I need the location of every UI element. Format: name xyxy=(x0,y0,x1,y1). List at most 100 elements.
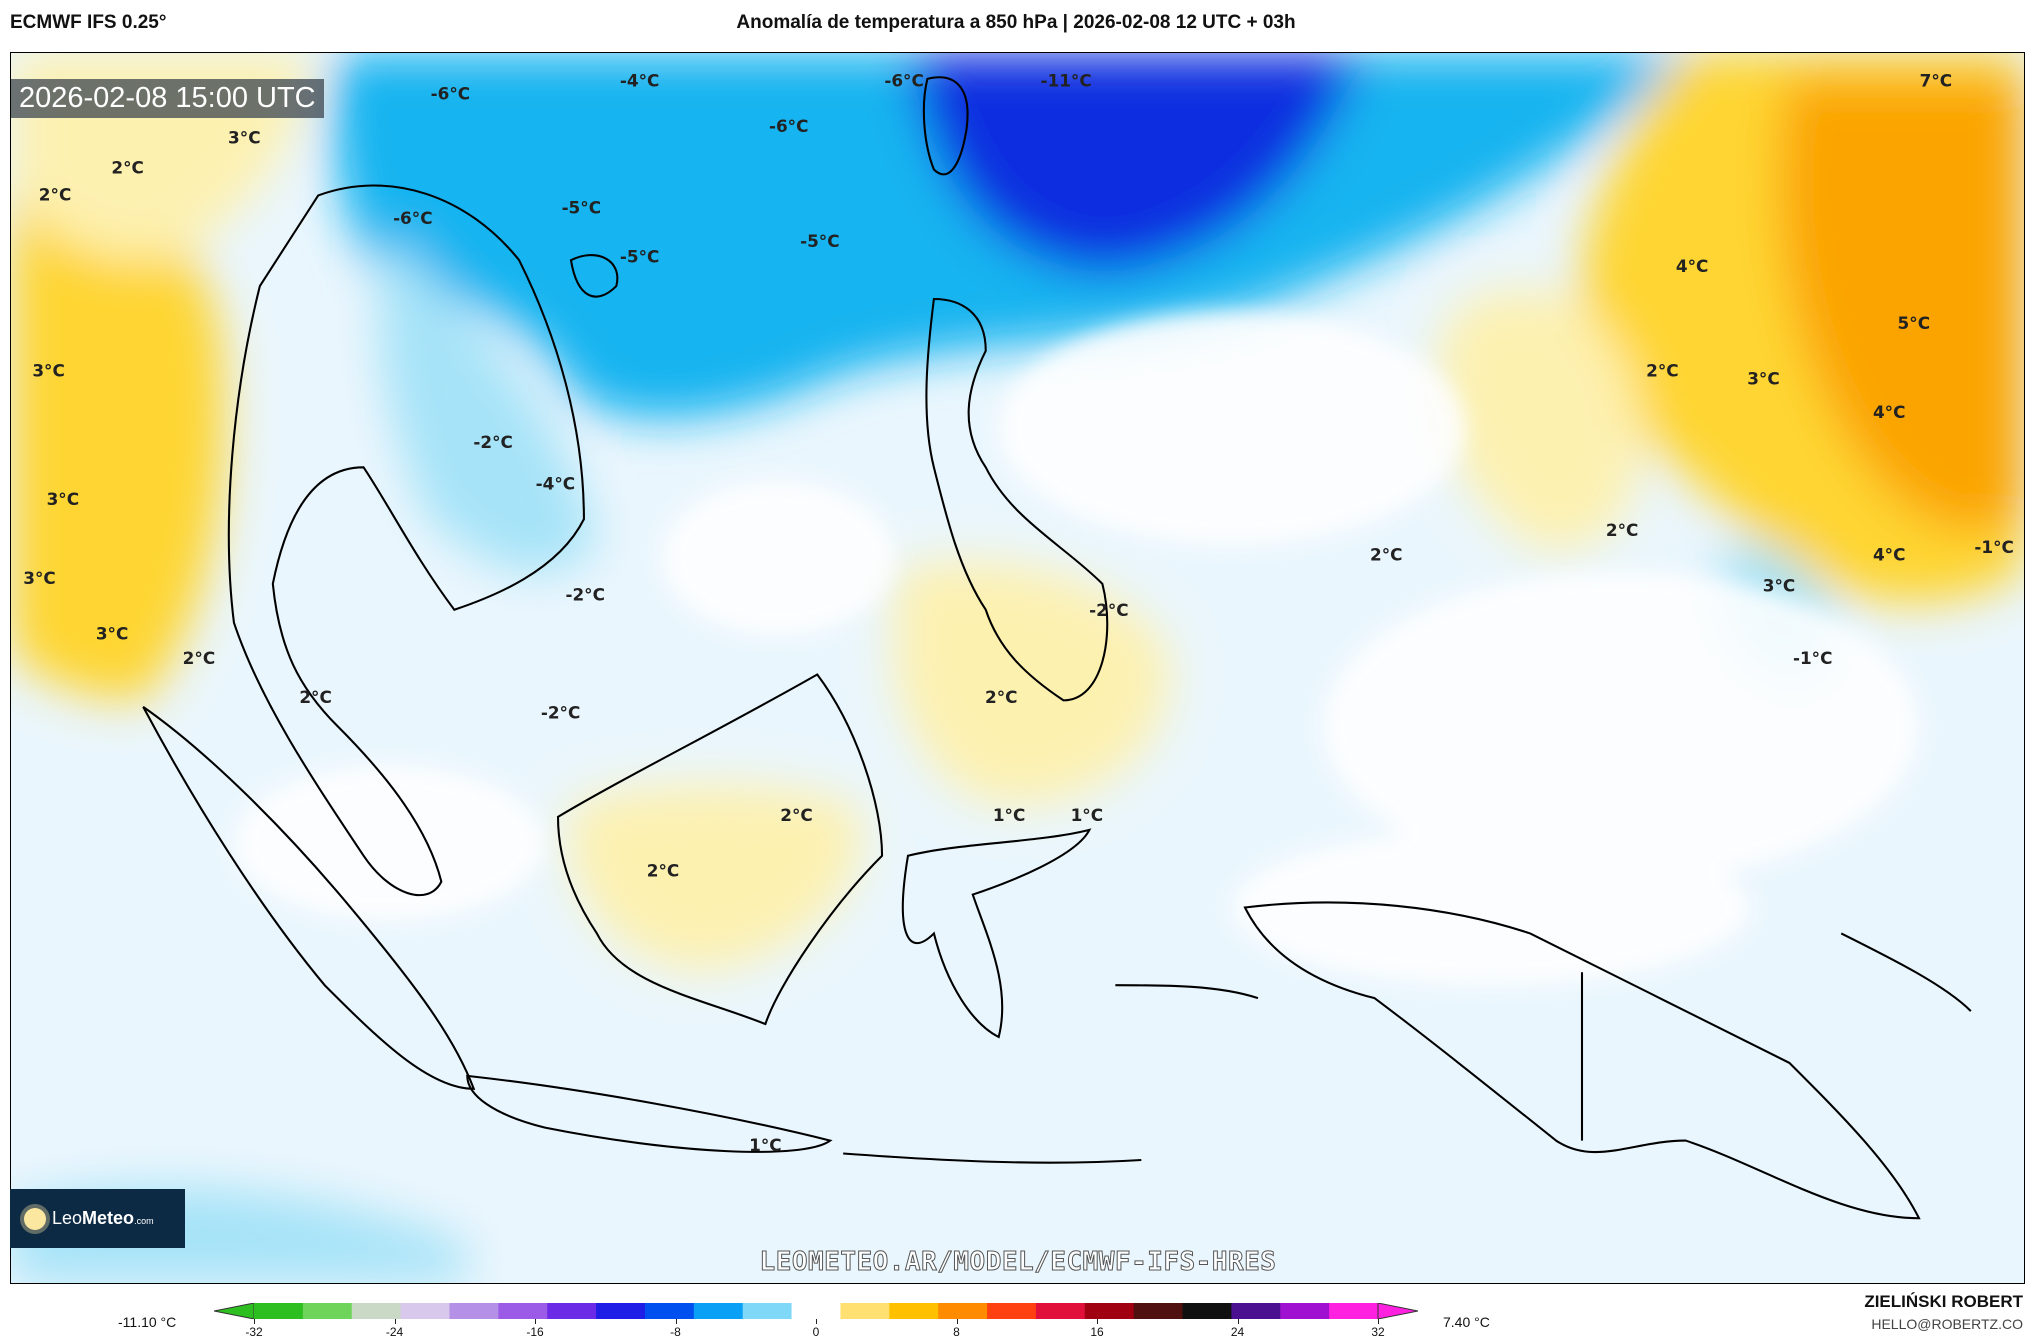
contour-label: 2°C xyxy=(111,157,144,177)
colorbar-tick-label: 32 xyxy=(1371,1325,1385,1339)
colorbar-segment xyxy=(889,1303,939,1319)
contour-label: 2°C xyxy=(39,185,72,205)
temperature-anomaly-map: -6°C -4°C -6°C -11°C 7°C 3°C 2°C 2°C -6°C -6°C -5°… xyxy=(10,52,2025,1284)
colorbar-segment xyxy=(693,1303,744,1319)
map-canvas: -6°C -4°C -6°C -11°C 7°C 3°C 2°C 2°C -6°C -6°C -5°… xyxy=(11,53,2024,1283)
colorbar-segment xyxy=(498,1303,548,1319)
colorbar-segment xyxy=(254,1303,304,1319)
contour-label: -1°C xyxy=(1793,648,1832,668)
contour-label: 2°C xyxy=(1370,545,1403,565)
colorbar-segment xyxy=(1329,1303,1379,1319)
colorbar-segment xyxy=(1231,1303,1281,1319)
colorbar-tick-mark xyxy=(1097,1319,1098,1324)
contour-label: 4°C xyxy=(1873,402,1906,422)
contour-label: 5°C xyxy=(1898,313,1931,333)
colorbar xyxy=(214,1303,1418,1319)
colorbar-segment xyxy=(1133,1303,1184,1319)
contour-label: 3°C xyxy=(47,489,80,509)
contour-label: -6°C xyxy=(393,208,432,228)
contour-label: 2°C xyxy=(1646,361,1679,381)
colorbar-segment xyxy=(938,1303,988,1319)
colorbar-tick-label: -16 xyxy=(526,1325,544,1339)
colorbar-segment xyxy=(1035,1303,1086,1319)
valid-time-stamp: 2026-02-08 15:00 UTC xyxy=(11,79,324,118)
colorbar-min-label: -11.10 °C xyxy=(118,1314,177,1330)
colorbar-max-arrow xyxy=(1377,1303,1418,1319)
contour-label: 3°C xyxy=(32,361,65,381)
contour-label: -11°C xyxy=(1041,71,1092,91)
model-name: ECMWF IFS 0.25° xyxy=(10,12,167,33)
colorbar-tick-label: 0 xyxy=(812,1325,820,1339)
contour-label: 2°C xyxy=(647,860,680,880)
author-name: ZIELIŃSKI ROBERT xyxy=(1864,1292,2023,1311)
contour-label: 4°C xyxy=(1873,545,1906,565)
contour-label: 3°C xyxy=(228,128,261,148)
contour-label: 3°C xyxy=(23,568,56,588)
contour-label: -1°C xyxy=(1974,537,2013,557)
colorbar-segment xyxy=(791,1303,841,1319)
colorbar-tick-label: 8 xyxy=(953,1325,960,1339)
contour-labels: -6°C -4°C -6°C -11°C 7°C 3°C 2°C 2°C -6°C -6°C -5°… xyxy=(23,71,2014,1155)
colorbar-max-label: 7.40 °C xyxy=(1443,1314,1490,1330)
colorbar-segment xyxy=(547,1303,597,1319)
colorbar-tick-mark xyxy=(254,1319,255,1324)
contour-label: -5°C xyxy=(800,231,839,251)
colorbar-tick-mark xyxy=(1378,1319,1379,1324)
colorbar-segment xyxy=(351,1303,402,1319)
sun-icon xyxy=(24,1207,46,1230)
contour-label: 3°C xyxy=(96,624,129,644)
contour-label: -6°C xyxy=(431,84,470,104)
contour-label: 2°C xyxy=(183,648,216,668)
contour-label: -5°C xyxy=(562,198,601,218)
colorbar-tick-label: -8 xyxy=(670,1325,681,1339)
contour-label: -5°C xyxy=(620,247,659,267)
colorbar-tick-mark xyxy=(394,1319,396,1324)
contour-label: 2°C xyxy=(780,805,813,825)
contour-label: -2°C xyxy=(1089,600,1128,620)
colorbar-segment xyxy=(449,1303,499,1319)
contour-label: -2°C xyxy=(565,585,604,605)
colorbar-tick-mark xyxy=(675,1319,677,1324)
contour-label: 7°C xyxy=(1920,71,1953,91)
contour-label: 2°C xyxy=(1606,520,1639,540)
contour-label: 2°C xyxy=(299,687,332,707)
contour-label: -4°C xyxy=(620,71,659,91)
colorbar-segment xyxy=(1280,1303,1330,1319)
colorbar-segment xyxy=(644,1303,695,1319)
colorbar-tick-mark xyxy=(1237,1319,1239,1324)
colorbar-tick-mark xyxy=(816,1319,817,1324)
colorbar-segment xyxy=(840,1303,890,1319)
colorbar-segment xyxy=(400,1303,450,1319)
contour-label: -2°C xyxy=(541,703,580,723)
source-watermark: LEOMETEO.AR/MODEL/ECMWF-IFS-HRES xyxy=(759,1247,1277,1278)
colorbar-tick-mark xyxy=(535,1319,536,1324)
contour-label: -4°C xyxy=(536,473,575,493)
contour-label: 1°C xyxy=(1071,805,1104,825)
chart-title: Anomalía de temperatura a 850 hPa | 2026… xyxy=(736,12,1296,33)
contour-label: -6°C xyxy=(884,71,923,91)
author-email: HELLO@ROBERTZ.CO xyxy=(1871,1316,2023,1332)
leometeo-logo: LeoMeteo.com xyxy=(10,1189,185,1248)
contour-label: 3°C xyxy=(1747,368,1780,388)
colorbar-tick-mark xyxy=(956,1319,958,1324)
neutral-areas xyxy=(233,311,1920,986)
colorbar-tick-label: -24 xyxy=(385,1325,404,1339)
colorbar-segment xyxy=(596,1303,646,1319)
coastlines xyxy=(142,76,1972,1220)
colorbar-segment xyxy=(987,1303,1037,1319)
colorbar-segment xyxy=(742,1303,793,1319)
colorbar-min-arrow xyxy=(214,1303,255,1319)
contour-label: -6°C xyxy=(769,116,808,136)
colorbar-tick-label: -32 xyxy=(245,1325,263,1339)
colorbar-segment xyxy=(302,1303,353,1319)
contour-label: 1°C xyxy=(993,805,1026,825)
colorbar-segment xyxy=(1182,1303,1232,1319)
colorbar-tick-label: 24 xyxy=(1230,1325,1245,1339)
contour-label: 1°C xyxy=(749,1135,782,1155)
colorbar-tick-label: 16 xyxy=(1090,1325,1104,1339)
contour-label: 2°C xyxy=(985,687,1018,707)
contour-label: 3°C xyxy=(1763,576,1796,596)
colorbar-segment xyxy=(1084,1303,1135,1319)
logo-text: LeoMeteo.com xyxy=(52,1208,154,1228)
contour-label: 4°C xyxy=(1676,256,1709,276)
